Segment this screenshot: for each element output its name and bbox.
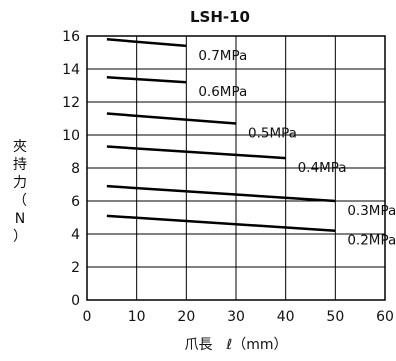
y-axis-label-char: N [15,211,25,227]
x-tick-label: 10 [128,309,146,325]
x-tick-label: 40 [277,309,295,325]
chart-title: LSH-10 [190,8,250,26]
y-axis-label-char: 力 [13,175,27,191]
y-tick-label: 6 [71,194,80,210]
series-line [106,145,286,160]
grid [87,36,385,300]
series-label: 0.2MPa [347,233,396,249]
series-label: 0.6MPa [198,84,247,100]
y-tick-label: 14 [62,62,80,78]
y-tick-label: 2 [71,260,80,276]
y-tick-label: 8 [71,161,80,177]
series-line [106,214,336,232]
y-axis-label-char: 夾 [13,139,27,155]
series-labels: 0.7MPa 0.6MPa 0.5MPa 0.4MPa 0.3MPa 0.2MPa [198,48,396,249]
series-line [106,112,237,125]
y-axis-label: 夾持力 （ N ） [13,139,27,245]
series-lines [106,38,336,232]
series-line [106,76,187,84]
y-tick-label: 16 [62,29,80,45]
series-label: 0.7MPa [198,48,247,64]
x-tick-label: 0 [83,309,92,325]
y-axis-label-char: 持 [13,157,27,173]
x-tick-label: 30 [227,309,245,325]
x-tick-label: 60 [376,309,394,325]
series-line [106,184,336,203]
y-tick-label: 10 [62,128,80,144]
series-line [106,38,187,48]
series-label: 0.3MPa [347,203,396,219]
y-axis-label-char: ） [13,229,27,245]
x-axis-label: 爪長 ℓ（mm） [184,337,287,353]
x-tick-label: 50 [326,309,344,325]
y-tick-label: 12 [62,95,80,111]
y-tick-label: 0 [71,293,80,309]
series-label: 0.4MPa [298,160,347,176]
plot-frame [86,35,386,301]
x-tick-label: 20 [177,309,195,325]
series-label: 0.5MPa [248,125,297,141]
x-axis-ticks: 0 10 20 30 40 50 60 [83,309,394,325]
y-axis-label-char: （ [13,193,27,209]
y-tick-label: 4 [71,227,80,243]
y-axis-ticks: 0 2 4 6 8 10 12 14 16 [62,29,80,309]
